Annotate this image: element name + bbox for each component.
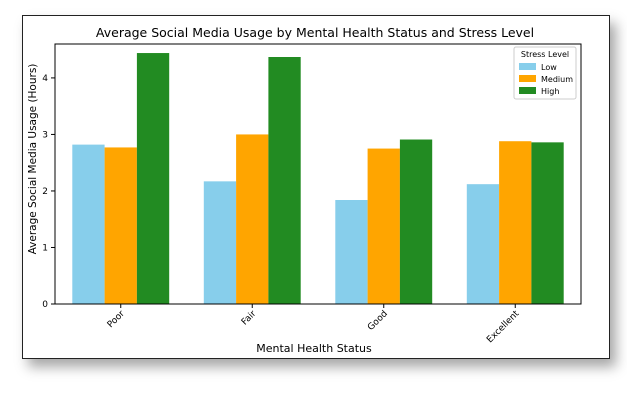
chart-title: Average Social Media Usage by Mental Hea… (96, 25, 534, 40)
x-tick-label: Fair (240, 309, 259, 328)
bar-chart: Average Social Media Usage by Mental Hea… (27, 25, 582, 355)
bar-poor-high (136, 53, 170, 304)
legend-label-medium: Medium (541, 75, 573, 84)
bar-good-low (335, 200, 368, 304)
y-axis-label: Average Social Media Usage (Hours) (27, 64, 39, 255)
plot-area: Poor Fair Good Excellent 0 1 2 3 4 Stress Level Lo… (42, 43, 582, 345)
legend-label-high: High (541, 87, 559, 96)
x-axis-label: Mental Health Status (256, 342, 372, 355)
bar-poor-low (72, 144, 105, 304)
bar-poor-medium (104, 147, 137, 304)
y-tick-label: 1 (42, 243, 48, 253)
bar-excellent-medium (499, 141, 532, 304)
legend-swatch-medium (519, 75, 536, 82)
bar-good-high (399, 139, 433, 304)
legend-swatch-high (519, 87, 536, 94)
legend-title: Stress Level (521, 50, 569, 59)
y-tick-label: 0 (42, 300, 48, 310)
x-tick-label: Good (366, 309, 390, 333)
x-tick-label: Poor (106, 309, 127, 330)
bar-fair-low (203, 181, 237, 304)
y-tick-label: 3 (42, 130, 48, 140)
legend-box (513, 46, 577, 100)
y-tick-label: 2 (42, 187, 48, 197)
plot-frame (54, 43, 582, 305)
legend-swatch-low (519, 63, 536, 70)
bar-fair-medium (236, 134, 269, 304)
x-tick-label: Excellent (485, 309, 521, 345)
bar-fair-high (268, 57, 301, 304)
legend-label-low: Low (541, 63, 557, 72)
y-tick-label: 4 (42, 74, 48, 84)
bar-excellent-high (531, 142, 564, 304)
bar-good-medium (367, 148, 400, 304)
bar-excellent-low (466, 184, 500, 304)
chart-card: Average Social Media Usage by Mental Hea… (22, 15, 610, 359)
